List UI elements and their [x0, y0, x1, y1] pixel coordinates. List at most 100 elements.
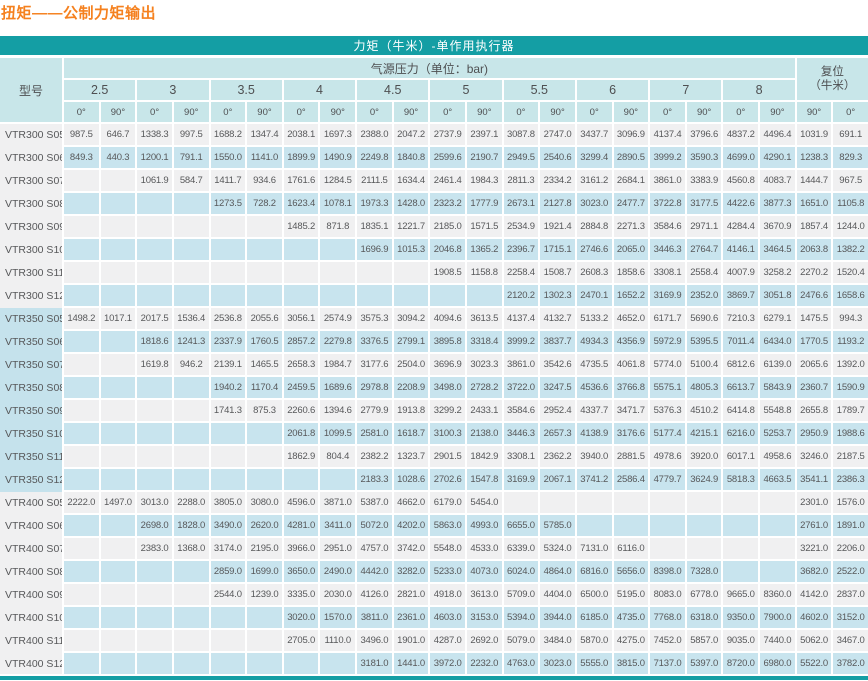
value-cell: 2821.0 [393, 584, 429, 605]
value-cell [650, 515, 685, 536]
value-cell [247, 607, 282, 628]
value-cell: 4757.0 [357, 538, 392, 559]
value-cell: 4779.7 [650, 469, 685, 490]
value-cell: 1688.2 [210, 124, 246, 145]
value-cell [686, 538, 722, 559]
value-cell: 1741.3 [210, 400, 246, 421]
value-cell [247, 653, 282, 674]
value-cell: 1576.0 [833, 492, 868, 513]
pressure-header-cell: 3.5 [210, 80, 282, 100]
value-cell: 1061.9 [137, 170, 172, 191]
value-cell: 7131.0 [576, 538, 612, 559]
value-cell [100, 446, 136, 467]
value-cell: 3446.3 [503, 423, 539, 444]
value-cell: 1699.0 [247, 561, 282, 582]
value-cell [173, 262, 209, 283]
degree-header-cell: 0° [64, 102, 99, 122]
value-cell: 3177.5 [686, 193, 722, 214]
value-cell: 3542.6 [540, 354, 575, 375]
value-cell: 3877.3 [760, 193, 795, 214]
value-cell: 1536.4 [173, 308, 209, 329]
value-cell [247, 262, 282, 283]
pressure-header-cell: 2.5 [64, 80, 136, 100]
value-cell: 5376.3 [650, 400, 685, 421]
value-cell: 3096.9 [613, 124, 649, 145]
value-cell: 2673.1 [503, 193, 539, 214]
value-cell: 1547.8 [467, 469, 502, 490]
value-cell: 2190.7 [467, 147, 502, 168]
value-cell: 1110.0 [320, 630, 356, 651]
value-cell: 4496.4 [760, 124, 795, 145]
value-cell: 2490.0 [320, 561, 356, 582]
value-cell: 1984.3 [467, 170, 502, 191]
value-cell: 4699.0 [723, 147, 759, 168]
degree-header-cell: 90° [393, 102, 429, 122]
value-cell: 3020.0 [283, 607, 319, 628]
value-cell [686, 492, 722, 513]
value-cell: 2187.5 [833, 446, 868, 467]
value-cell: 4805.3 [686, 377, 722, 398]
value-cell: 2382.2 [357, 446, 392, 467]
value-cell: 2337.9 [210, 331, 246, 352]
table-banner: 力矩（牛米）-单作用执行器 [0, 36, 868, 55]
value-cell: 5177.4 [650, 423, 685, 444]
value-cell: 1284.5 [320, 170, 356, 191]
pressure-header-cell: 5.5 [503, 80, 575, 100]
value-cell: 2684.1 [613, 170, 649, 191]
value-cell: 2232.0 [467, 653, 502, 674]
value-cell: 1441.0 [393, 653, 429, 674]
degree-header-cell: 90° [613, 102, 649, 122]
value-cell [137, 193, 172, 214]
value-cell [137, 607, 172, 628]
value-cell: 1623.4 [283, 193, 319, 214]
value-cell: 3741.2 [576, 469, 612, 490]
value-cell: 5454.0 [467, 492, 502, 513]
value-cell: 3169.9 [650, 285, 685, 306]
value-cell: 3013.0 [137, 492, 172, 513]
value-cell [247, 630, 282, 651]
degree-header-cell: 90° [540, 102, 575, 122]
value-cell: 440.3 [100, 147, 136, 168]
value-cell: 3742.0 [393, 538, 429, 559]
value-cell: 4137.4 [503, 308, 539, 329]
value-cell [320, 262, 356, 283]
value-cell: 3869.7 [723, 285, 759, 306]
value-cell: 1078.1 [320, 193, 356, 214]
value-cell: 5818.3 [723, 469, 759, 490]
value-cell: 3940.0 [576, 446, 612, 467]
value-cell: 3624.9 [686, 469, 722, 490]
value-cell: 2361.0 [393, 607, 429, 628]
value-cell: 2747.0 [540, 124, 575, 145]
value-cell [320, 653, 356, 674]
value-cell [576, 492, 612, 513]
value-cell: 3837.7 [540, 331, 575, 352]
pressure-header-cell: 6 [576, 80, 649, 100]
value-cell: 5253.7 [760, 423, 795, 444]
value-cell: 691.1 [833, 124, 868, 145]
value-cell: 4061.8 [613, 354, 649, 375]
value-cell: 4284.4 [723, 216, 759, 237]
value-cell: 6816.0 [576, 561, 612, 582]
value-cell: 2249.8 [357, 147, 392, 168]
value-cell: 3966.0 [283, 538, 319, 559]
value-cell: 1365.2 [467, 239, 502, 260]
value-cell: 3100.3 [430, 423, 465, 444]
value-cell: 3258.2 [760, 262, 795, 283]
value-cell: 2761.0 [796, 515, 832, 536]
value-cell: 7768.0 [650, 607, 685, 628]
value-cell [100, 584, 136, 605]
value-cell: 6500.0 [576, 584, 612, 605]
value-cell: 5709.0 [503, 584, 539, 605]
value-cell: 5387.0 [357, 492, 392, 513]
value-cell [247, 469, 282, 490]
value-cell: 994.3 [833, 308, 868, 329]
model-cell: VTR350 S06 [0, 331, 62, 352]
degree-header-cell: 0° [650, 102, 685, 122]
pressure-header-cell: 4 [283, 80, 356, 100]
value-cell: 2139.1 [210, 354, 246, 375]
value-cell [100, 653, 136, 674]
value-cell: 3094.2 [393, 308, 429, 329]
value-cell: 1241.3 [173, 331, 209, 352]
value-cell: 2859.0 [210, 561, 246, 582]
value-cell: 5072.0 [357, 515, 392, 536]
